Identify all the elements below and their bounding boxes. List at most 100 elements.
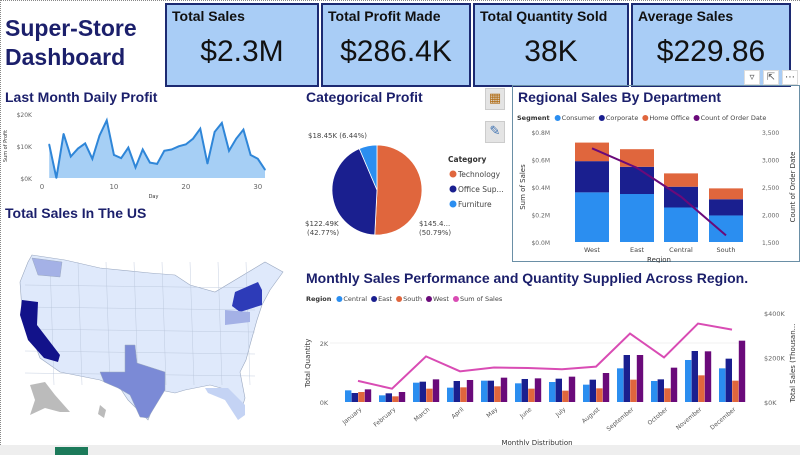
bar-central	[447, 387, 454, 402]
x-tick-label: East	[630, 246, 644, 254]
data-point	[206, 162, 209, 165]
bar-central	[583, 384, 590, 402]
x-tick-label: South	[717, 246, 736, 254]
bar-south	[562, 390, 569, 402]
y-tick-label: 2K	[320, 340, 329, 348]
bar-south	[596, 388, 603, 402]
bar-corporate	[709, 199, 743, 216]
profit-area	[49, 120, 266, 178]
state-border	[161, 261, 167, 386]
x-tick-label: March	[413, 406, 432, 423]
legend-marker	[371, 296, 378, 302]
legend-marker	[449, 170, 457, 178]
data-point	[127, 146, 130, 149]
y-axis-label: Total Quantity	[304, 339, 312, 389]
legend-marker	[554, 115, 561, 121]
bar-south	[630, 379, 637, 402]
kpi-label: Average Sales	[638, 8, 734, 24]
state-california	[20, 300, 60, 362]
categorical-profit-pie[interactable]: $145.4...(50.79%) $122.49K(42.77%) $18.45K…	[300, 110, 510, 260]
y-tick-label: $0.8M	[531, 130, 550, 137]
x-tick-label: 10	[109, 183, 118, 191]
bar-west	[704, 351, 712, 402]
data-point	[62, 133, 65, 135]
legend-marker	[598, 115, 605, 121]
y2-tick-label: $400K	[764, 310, 786, 318]
data-point	[221, 122, 223, 124]
format-brush-icon[interactable]: ✎	[485, 121, 505, 143]
regional-sales-chart[interactable]: Segment Consumer Corporate Home Office Count…	[512, 108, 800, 263]
state-border	[189, 261, 195, 386]
bar-central	[481, 380, 488, 402]
sum-of-sales-line	[357, 322, 733, 390]
state-hawaii	[98, 405, 106, 418]
bar-home-office	[620, 149, 654, 167]
daily-profit-chart[interactable]: $0K $10K $20K 0 10 20 30 Day Sum of Profit	[0, 105, 290, 200]
state-alaska	[30, 382, 70, 415]
kpi-value: $2.3M	[200, 35, 284, 68]
legend-marker	[642, 115, 649, 121]
legend-marker	[425, 296, 432, 302]
monthly-sales-title: Monthly Sales Performance and Quantity S…	[306, 270, 749, 286]
page-tab-active[interactable]	[55, 447, 88, 455]
page-tab-bar	[0, 445, 800, 455]
bar-central	[549, 381, 556, 402]
legend-title: Category	[448, 155, 486, 164]
us-sales-map[interactable]	[0, 240, 300, 440]
data-point	[134, 166, 137, 169]
data-point	[113, 154, 115, 156]
bar-west	[432, 379, 440, 402]
state-florida	[205, 388, 245, 420]
state-border	[105, 261, 111, 386]
legend-item: Consumer	[562, 114, 595, 122]
bar-west	[568, 376, 576, 402]
state-border	[49, 261, 55, 386]
state-border	[24, 328, 256, 333]
state-border	[24, 350, 256, 355]
bar-central	[515, 383, 522, 402]
chart-type-icon[interactable]: ▦	[485, 88, 505, 110]
x-tick-label: April	[450, 406, 465, 420]
pie-slice-technology	[374, 144, 423, 236]
legend-item: South	[403, 295, 422, 303]
kpi-value: $229.86	[656, 35, 766, 68]
kpi-card-total-quantity[interactable]: Total Quantity Sold 38K	[473, 3, 629, 87]
state-border	[217, 261, 223, 386]
kpi-value: 38K	[524, 35, 578, 68]
data-point	[249, 154, 252, 156]
data-point	[55, 177, 58, 179]
data-point	[149, 161, 151, 164]
filter-icon[interactable]: ▿	[744, 70, 760, 85]
data-point	[264, 168, 266, 171]
daily-profit-title: Last Month Daily Profit	[5, 89, 158, 105]
kpi-card-total-profit[interactable]: Total Profit Made $286.4K	[321, 3, 471, 87]
data-point	[242, 128, 245, 131]
bar-corporate	[620, 166, 654, 195]
bar-east	[623, 355, 630, 402]
dashboard-canvas	[0, 0, 800, 445]
focus-mode-icon[interactable]: ⇱	[763, 70, 779, 85]
data-point	[141, 148, 144, 151]
more-options-icon[interactable]: ⋯	[782, 70, 798, 85]
bar-consumer	[709, 215, 743, 242]
kpi-card-total-sales[interactable]: Total Sales $2.3M	[165, 3, 319, 87]
x-tick-label: December	[709, 406, 738, 432]
legend-item: Office Sup...	[458, 185, 504, 194]
legend-marker	[449, 200, 457, 208]
bar-east	[351, 393, 358, 402]
monthly-sales-chart[interactable]: Region Central East South West Sum of Sales 0K…	[300, 288, 800, 448]
categorical-profit-title: Categorical Profit	[306, 89, 423, 105]
legend-item: West	[433, 295, 449, 303]
y-tick-label: 0K	[320, 399, 329, 407]
bar-east	[453, 380, 460, 402]
data-point	[213, 131, 216, 133]
bar-west	[534, 378, 542, 402]
bar-central	[651, 380, 658, 402]
kpi-card-average-sales[interactable]: Average Sales $229.86	[631, 3, 791, 87]
y2-axis-label: Total Sales (Thousan...	[789, 324, 797, 404]
bar-east	[725, 358, 732, 402]
regional-sales-title: Regional Sales By Department	[518, 89, 722, 105]
x-axis-label: Day	[149, 194, 159, 200]
bar-east	[555, 378, 562, 402]
kpi-label: Total Quantity Sold	[480, 8, 608, 24]
